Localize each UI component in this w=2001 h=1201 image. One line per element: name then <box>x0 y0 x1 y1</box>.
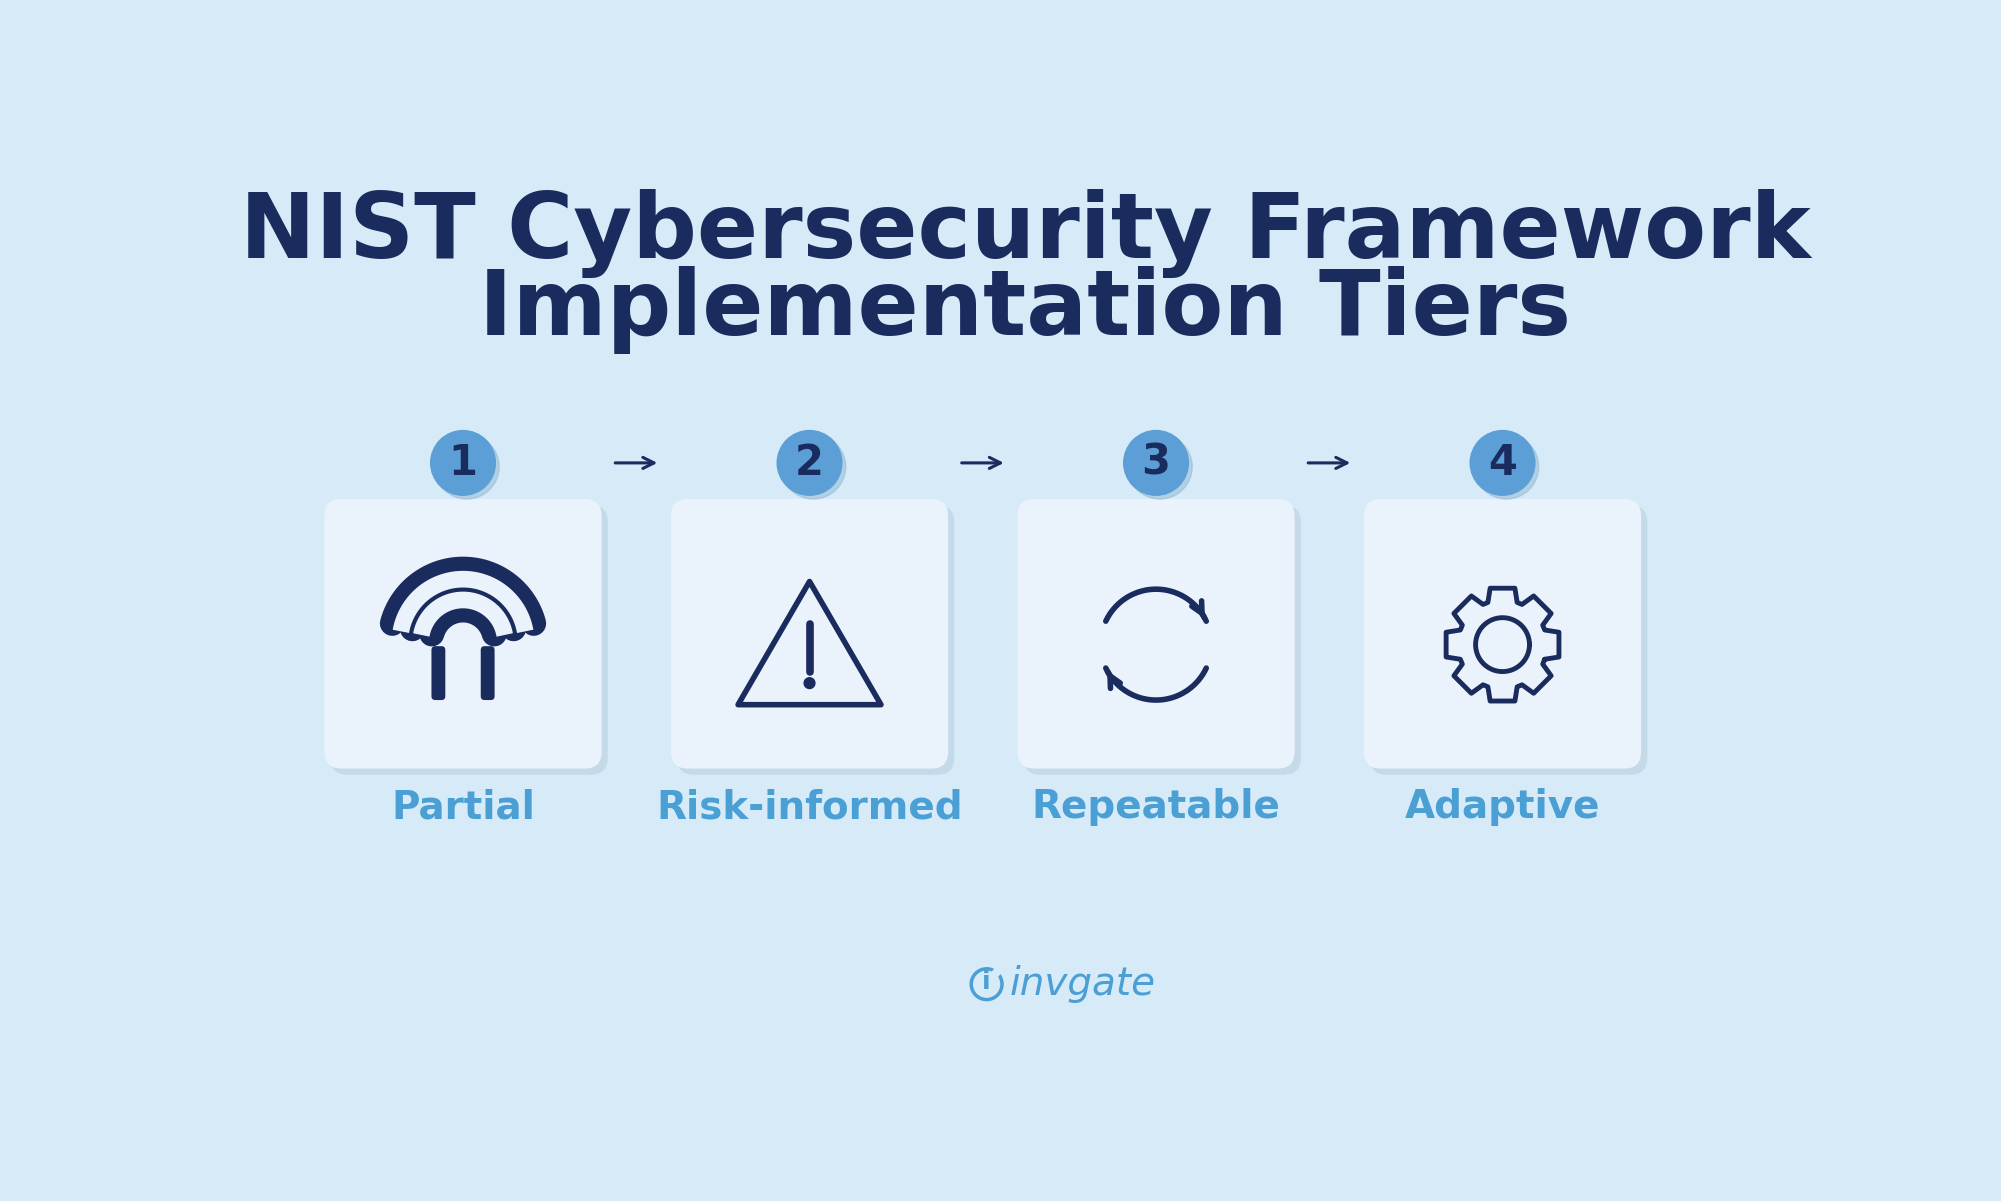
FancyBboxPatch shape <box>432 646 446 700</box>
Circle shape <box>804 677 814 688</box>
FancyBboxPatch shape <box>324 500 602 769</box>
Text: 1: 1 <box>448 442 478 484</box>
FancyBboxPatch shape <box>330 506 608 775</box>
Circle shape <box>1125 431 1189 495</box>
Circle shape <box>1475 435 1539 500</box>
Text: Risk-informed: Risk-informed <box>656 788 962 826</box>
Text: Implementation Tiers: Implementation Tiers <box>478 267 1571 354</box>
Circle shape <box>776 431 842 495</box>
FancyBboxPatch shape <box>1371 506 1647 775</box>
Text: Partial: Partial <box>390 788 534 826</box>
Circle shape <box>434 435 498 500</box>
Text: 2: 2 <box>794 442 824 484</box>
Text: 3: 3 <box>1141 442 1171 484</box>
Circle shape <box>430 431 496 495</box>
Text: i: i <box>982 970 990 994</box>
Text: invgate: invgate <box>1011 966 1157 1003</box>
FancyBboxPatch shape <box>480 646 494 700</box>
Circle shape <box>1471 431 1535 495</box>
FancyBboxPatch shape <box>1025 506 1301 775</box>
FancyBboxPatch shape <box>670 500 948 769</box>
FancyBboxPatch shape <box>676 506 954 775</box>
Circle shape <box>780 435 846 500</box>
Text: 4: 4 <box>1489 442 1517 484</box>
Circle shape <box>1127 435 1193 500</box>
FancyBboxPatch shape <box>1017 500 1295 769</box>
Text: Repeatable: Repeatable <box>1033 788 1281 826</box>
FancyBboxPatch shape <box>1365 500 1641 769</box>
Text: Adaptive: Adaptive <box>1405 788 1601 826</box>
Text: NIST Cybersecurity Framework: NIST Cybersecurity Framework <box>240 189 1811 277</box>
